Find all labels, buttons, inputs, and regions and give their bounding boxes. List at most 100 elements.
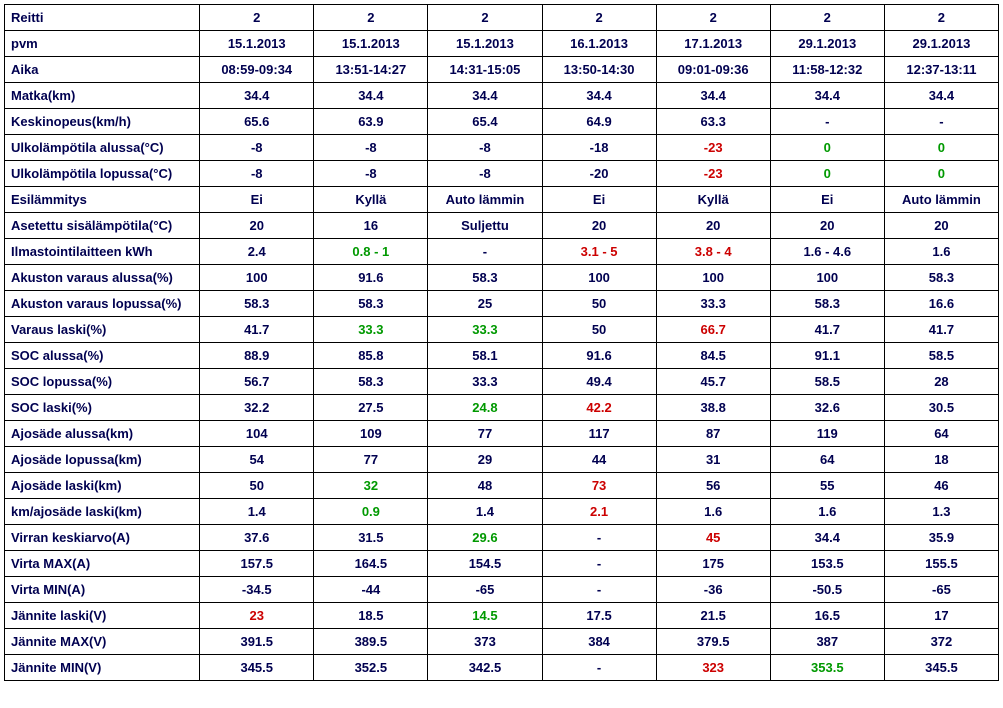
cell: 34.4 (770, 525, 884, 551)
row-label: Ajosäde alussa(km) (5, 421, 200, 447)
cell: 0 (770, 135, 884, 161)
table-row: pvm15.1.201315.1.201315.1.201316.1.20131… (5, 31, 999, 57)
cell: 45.7 (656, 369, 770, 395)
table-row: Asetettu sisälämpötila(°C)2016Suljettu20… (5, 213, 999, 239)
table-row: km/ajosäde laski(km)1.40.91.42.11.61.61.… (5, 499, 999, 525)
cell: -50.5 (770, 577, 884, 603)
cell: - (542, 551, 656, 577)
cell: 64 (770, 447, 884, 473)
cell: -65 (428, 577, 542, 603)
table-row: SOC lopussa(%)56.758.333.349.445.758.528 (5, 369, 999, 395)
cell: 17 (884, 603, 998, 629)
cell: 17.1.2013 (656, 31, 770, 57)
table-row: Ajosäde laski(km)50324873565546 (5, 473, 999, 499)
cell: - (428, 239, 542, 265)
cell: 41.7 (884, 317, 998, 343)
cell: 65.6 (200, 109, 314, 135)
cell: 32.2 (200, 395, 314, 421)
cell: Ei (542, 187, 656, 213)
cell: 0.9 (314, 499, 428, 525)
row-label: Ulkolämpötila lopussa(°C) (5, 161, 200, 187)
cell: -8 (314, 161, 428, 187)
table-row: Virran keskiarvo(A)37.631.529.6-4534.435… (5, 525, 999, 551)
row-label: SOC laski(%) (5, 395, 200, 421)
cell: 34.4 (770, 83, 884, 109)
cell: 50 (200, 473, 314, 499)
cell: 85.8 (314, 343, 428, 369)
cell: 100 (542, 265, 656, 291)
cell: 20 (770, 213, 884, 239)
cell: 104 (200, 421, 314, 447)
cell: 37.6 (200, 525, 314, 551)
cell: 157.5 (200, 551, 314, 577)
row-label: Ulkolämpötila alussa(°C) (5, 135, 200, 161)
cell: 20 (656, 213, 770, 239)
cell: 33.3 (428, 317, 542, 343)
row-label: Keskinopeus(km/h) (5, 109, 200, 135)
cell: 34.4 (200, 83, 314, 109)
cell: 84.5 (656, 343, 770, 369)
cell: 2 (314, 5, 428, 31)
cell: 3.1 - 5 (542, 239, 656, 265)
cell: 58.3 (200, 291, 314, 317)
cell: 2 (428, 5, 542, 31)
table-row: Varaus laski(%)41.733.333.35066.741.741.… (5, 317, 999, 343)
cell: -8 (314, 135, 428, 161)
cell: 100 (656, 265, 770, 291)
row-label: Virta MIN(A) (5, 577, 200, 603)
cell: 34.4 (884, 83, 998, 109)
row-label: pvm (5, 31, 200, 57)
cell: 41.7 (200, 317, 314, 343)
data-table: Reitti2222222pvm15.1.201315.1.201315.1.2… (4, 4, 999, 681)
cell: 58.5 (770, 369, 884, 395)
cell: 29.1.2013 (884, 31, 998, 57)
cell: 09:01-09:36 (656, 57, 770, 83)
cell: 31.5 (314, 525, 428, 551)
cell: 34.4 (428, 83, 542, 109)
cell: 0 (770, 161, 884, 187)
cell: 58.3 (770, 291, 884, 317)
cell: 18 (884, 447, 998, 473)
cell: 3.8 - 4 (656, 239, 770, 265)
cell: 38.8 (656, 395, 770, 421)
cell: 28 (884, 369, 998, 395)
cell: 41.7 (770, 317, 884, 343)
cell: 35.9 (884, 525, 998, 551)
cell: 58.3 (428, 265, 542, 291)
row-label: Ajosäde lopussa(km) (5, 447, 200, 473)
cell: -8 (428, 135, 542, 161)
row-label: Akuston varaus lopussa(%) (5, 291, 200, 317)
cell: 117 (542, 421, 656, 447)
table-row: Jännite MAX(V)391.5389.5373384379.538737… (5, 629, 999, 655)
cell: 11:58-12:32 (770, 57, 884, 83)
cell: 56.7 (200, 369, 314, 395)
cell: 77 (428, 421, 542, 447)
cell: 87 (656, 421, 770, 447)
table-row: Matka(km)34.434.434.434.434.434.434.4 (5, 83, 999, 109)
cell: 33.3 (314, 317, 428, 343)
row-label: Virran keskiarvo(A) (5, 525, 200, 551)
cell: 58.3 (314, 369, 428, 395)
cell: 2 (200, 5, 314, 31)
cell: Suljettu (428, 213, 542, 239)
row-label: SOC alussa(%) (5, 343, 200, 369)
cell: 353.5 (770, 655, 884, 681)
cell: 42.2 (542, 395, 656, 421)
cell: 13:50-14:30 (542, 57, 656, 83)
cell: Ei (200, 187, 314, 213)
cell: 15.1.2013 (314, 31, 428, 57)
cell: 50 (542, 291, 656, 317)
cell: 15.1.2013 (200, 31, 314, 57)
cell: 91.6 (314, 265, 428, 291)
cell: 15.1.2013 (428, 31, 542, 57)
cell: -23 (656, 135, 770, 161)
cell: 44 (542, 447, 656, 473)
row-label: Akuston varaus alussa(%) (5, 265, 200, 291)
cell: 58.3 (884, 265, 998, 291)
table-row: Virta MAX(A)157.5164.5154.5-175153.5155.… (5, 551, 999, 577)
cell: 32 (314, 473, 428, 499)
cell: Kyllä (314, 187, 428, 213)
cell: 63.3 (656, 109, 770, 135)
cell: 2 (770, 5, 884, 31)
cell: 345.5 (884, 655, 998, 681)
